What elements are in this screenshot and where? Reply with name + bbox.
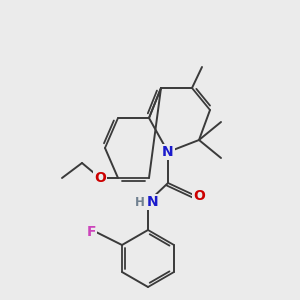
Text: N: N (162, 145, 174, 159)
Text: O: O (193, 189, 205, 203)
Text: H: H (135, 196, 145, 208)
Text: N: N (147, 195, 159, 209)
Text: F: F (87, 225, 97, 239)
Text: O: O (94, 171, 106, 185)
